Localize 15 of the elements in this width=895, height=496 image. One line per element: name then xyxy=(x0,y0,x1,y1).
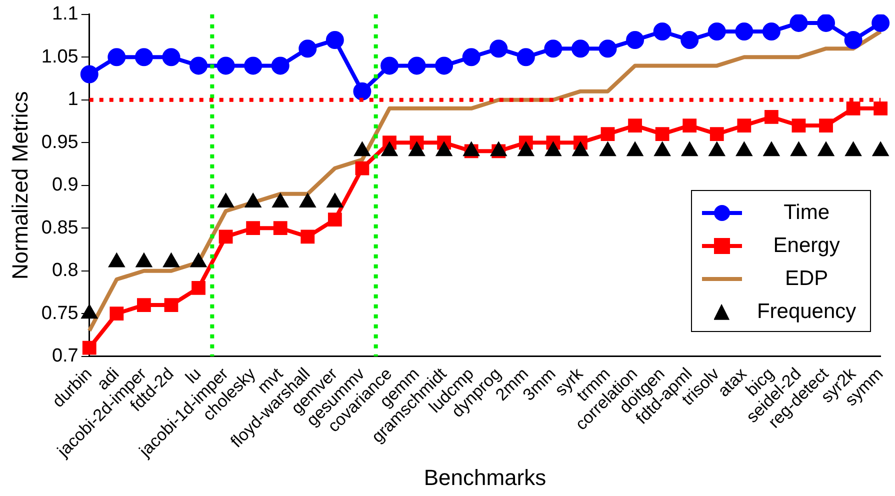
y-tick-label: 0.8 xyxy=(52,260,78,282)
y-tick-label: 1.05 xyxy=(41,46,78,68)
y-axis-title: Normalized Metrics xyxy=(7,91,32,280)
legend-label: Energy xyxy=(772,233,841,260)
legend-label: EDP xyxy=(784,266,830,292)
y-tick-label: 1.1 xyxy=(52,4,78,25)
y-tick-label: 0.7 xyxy=(52,346,78,367)
y-tick-label: 0.9 xyxy=(52,174,78,196)
x-axis-title: Benchmarks xyxy=(424,464,546,490)
y-tick-label: 0.85 xyxy=(41,217,78,238)
legend-label: Frequency xyxy=(756,299,858,326)
y-tick-label: 0.95 xyxy=(41,132,78,153)
y-tick-label: 1 xyxy=(68,89,78,110)
y-tick-label: 0.75 xyxy=(41,302,78,324)
legend-label: Time xyxy=(782,200,830,226)
